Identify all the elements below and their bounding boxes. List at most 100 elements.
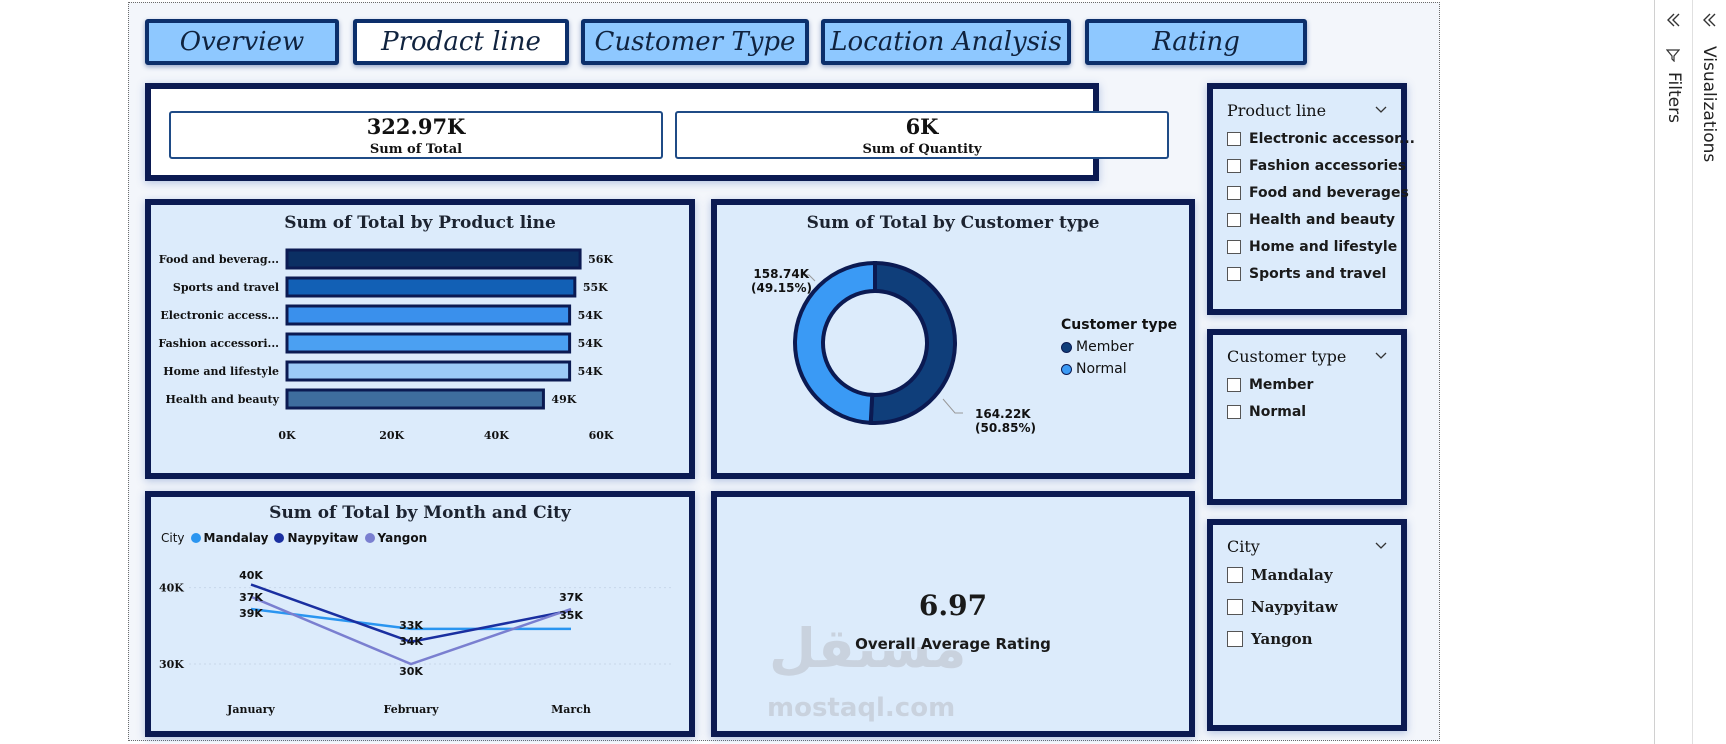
normal-data-label: 158.74K (49.15%): [751, 267, 812, 295]
slicer-item-label: Sports and travel: [1249, 266, 1387, 282]
checkbox[interactable]: [1227, 132, 1241, 146]
bar-category-label: Food and beverag...: [159, 253, 279, 266]
slicer-item-label: Mandalay: [1251, 566, 1333, 584]
bar: [285, 388, 545, 410]
slicer-item-member[interactable]: Member: [1227, 375, 1313, 395]
bar-chart-title: Sum of Total by Product line: [284, 213, 556, 233]
slicer-item-home[interactable]: Home and lifestyle: [1227, 237, 1397, 257]
x-tick-label: 0K: [278, 429, 296, 442]
checkbox[interactable]: [1227, 267, 1241, 281]
slicer-item-label: Electronic accessor...: [1249, 131, 1415, 147]
filters-label[interactable]: Filters: [1664, 72, 1684, 123]
tab-product-line[interactable]: Prodact line: [353, 19, 569, 65]
legend-normal-dot: [1061, 363, 1072, 375]
legend-normal[interactable]: Normal: [1061, 361, 1177, 377]
bar-data-label: 55K: [583, 281, 608, 294]
line-data-label: 37K: [559, 591, 583, 604]
bar: [285, 332, 572, 354]
slicer-item-yangon[interactable]: Yangon: [1227, 629, 1313, 649]
slicer-item-label: Normal: [1249, 404, 1307, 420]
chevron-down-icon[interactable]: [1375, 103, 1387, 115]
bar-data-label: 54K: [578, 337, 603, 350]
checkbox[interactable]: [1227, 567, 1243, 583]
slicer-item-label: Health and beauty: [1249, 212, 1396, 228]
tab-overview[interactable]: Overview: [145, 19, 339, 65]
slicer-item-label: Home and lifestyle: [1249, 239, 1398, 255]
member-label-value: 164.22K: [975, 407, 1031, 421]
legend-naypyitaw-dot: [274, 533, 285, 543]
filter-icon: [1666, 49, 1680, 62]
slicer-item-health[interactable]: Health and beauty: [1227, 210, 1395, 230]
bar-data-label: 54K: [578, 309, 603, 322]
slicer-item-label: Yangon: [1251, 630, 1313, 648]
tab-location-analysis[interactable]: Location Analysis: [821, 19, 1071, 65]
collapse-chevrons-icon[interactable]: [1701, 12, 1717, 28]
visualizations-pane[interactable]: Visualizations: [1693, 0, 1726, 744]
tab-rating[interactable]: Rating: [1085, 19, 1307, 65]
checkbox[interactable]: [1227, 378, 1241, 392]
collapse-chevrons-icon[interactable]: [1665, 12, 1681, 28]
slicer-item-food[interactable]: Food and beverages: [1227, 183, 1409, 203]
line-data-label: 35K: [559, 609, 583, 622]
legend-yangon[interactable]: Yangon: [364, 531, 428, 545]
line-chart: 40K 30K January February March 40K 37K 39K 33K 34…: [159, 569, 671, 716]
legend-naypyitaw[interactable]: Naypyitaw: [274, 531, 359, 545]
filters-pane[interactable]: Filters: [1655, 0, 1693, 744]
rating-panel: مستقل mostaql.com 6.97 Overall Average R…: [711, 491, 1195, 737]
normal-label-value: 158.74K: [753, 267, 809, 281]
kpi-panel: 322.97K Sum of Total 6K Sum of Quantity: [145, 83, 1169, 181]
slicer-product-line: Product line Electronic accessor... Fash…: [1207, 83, 1415, 315]
slicer-item-label: Naypyitaw: [1251, 598, 1338, 616]
member-data-label: 164.22K (50.85%): [975, 407, 1036, 435]
legend-mandalay[interactable]: Mandalay: [190, 531, 268, 545]
line-legend: City Mandalay Naypyitaw Yangon: [161, 531, 427, 545]
legend-normal-label: Normal: [1076, 361, 1127, 377]
report-canvas: Overview Prodact line Customer Type Loca…: [128, 2, 1440, 741]
legend-yangon-label: Yangon: [377, 531, 428, 545]
line-data-label: 40K: [239, 569, 263, 582]
chevron-down-icon[interactable]: [1375, 349, 1387, 361]
slicer-item-electronic[interactable]: Electronic accessor...: [1227, 129, 1415, 149]
visualizations-label[interactable]: Visualizations: [1699, 46, 1719, 163]
slicer-item-naypyitaw[interactable]: Naypyitaw: [1227, 597, 1338, 617]
bar-chart-panel: Sum of Total by Product line Food and be…: [145, 199, 695, 479]
slicer-item-normal[interactable]: Normal: [1227, 402, 1306, 422]
normal-label-pct: (49.15%): [751, 281, 812, 295]
tab-rating-label: Rating: [1152, 27, 1240, 57]
line-chart-panel: Sum of Total by Month and City City Mand…: [145, 491, 695, 737]
checkbox[interactable]: [1227, 599, 1243, 615]
checkbox[interactable]: [1227, 405, 1241, 419]
bar: [285, 304, 572, 326]
checkbox[interactable]: [1227, 631, 1243, 647]
slicer-item-sports[interactable]: Sports and travel: [1227, 264, 1386, 284]
x-category-label: January: [226, 703, 275, 716]
tab-location-analysis-label: Location Analysis: [830, 27, 1062, 57]
side-panes: Filters Visualizations: [1654, 0, 1726, 744]
chevron-down-icon[interactable]: [1375, 539, 1387, 551]
tab-product-line-label: Prodact line: [381, 27, 541, 57]
tab-customer-type-label: Customer Type: [594, 27, 796, 57]
legend-member[interactable]: Member: [1061, 339, 1177, 355]
series-line: [250, 607, 571, 631]
slicer-item-mandalay[interactable]: Mandalay: [1227, 565, 1333, 585]
checkbox[interactable]: [1227, 186, 1241, 200]
y-tick-label: 40K: [159, 582, 184, 595]
donut-slice: [793, 260, 877, 425]
series-line: [250, 595, 572, 666]
x-category-label: February: [383, 703, 439, 716]
line-data-label: 30K: [399, 665, 423, 678]
slicer-item-label: Fashion accessories: [1249, 158, 1407, 174]
slicer-item-fashion[interactable]: Fashion accessories: [1227, 156, 1406, 176]
bar-data-label: 56K: [588, 253, 613, 266]
kpi-total-value: 322.97K: [366, 114, 466, 139]
tab-customer-type[interactable]: Customer Type: [581, 19, 809, 65]
legend-naypyitaw-label: Naypyitaw: [287, 531, 359, 545]
checkbox[interactable]: [1227, 240, 1241, 254]
member-label-pct: (50.85%): [975, 421, 1036, 435]
donut-legend: Customer type Member Normal: [1061, 317, 1177, 377]
kpi-total-label: Sum of Total: [369, 142, 463, 157]
slicer-city: City Mandalay Naypyitaw Yangon: [1207, 519, 1407, 731]
line-data-label: 39K: [239, 607, 263, 620]
checkbox[interactable]: [1227, 213, 1241, 227]
checkbox[interactable]: [1227, 159, 1241, 173]
